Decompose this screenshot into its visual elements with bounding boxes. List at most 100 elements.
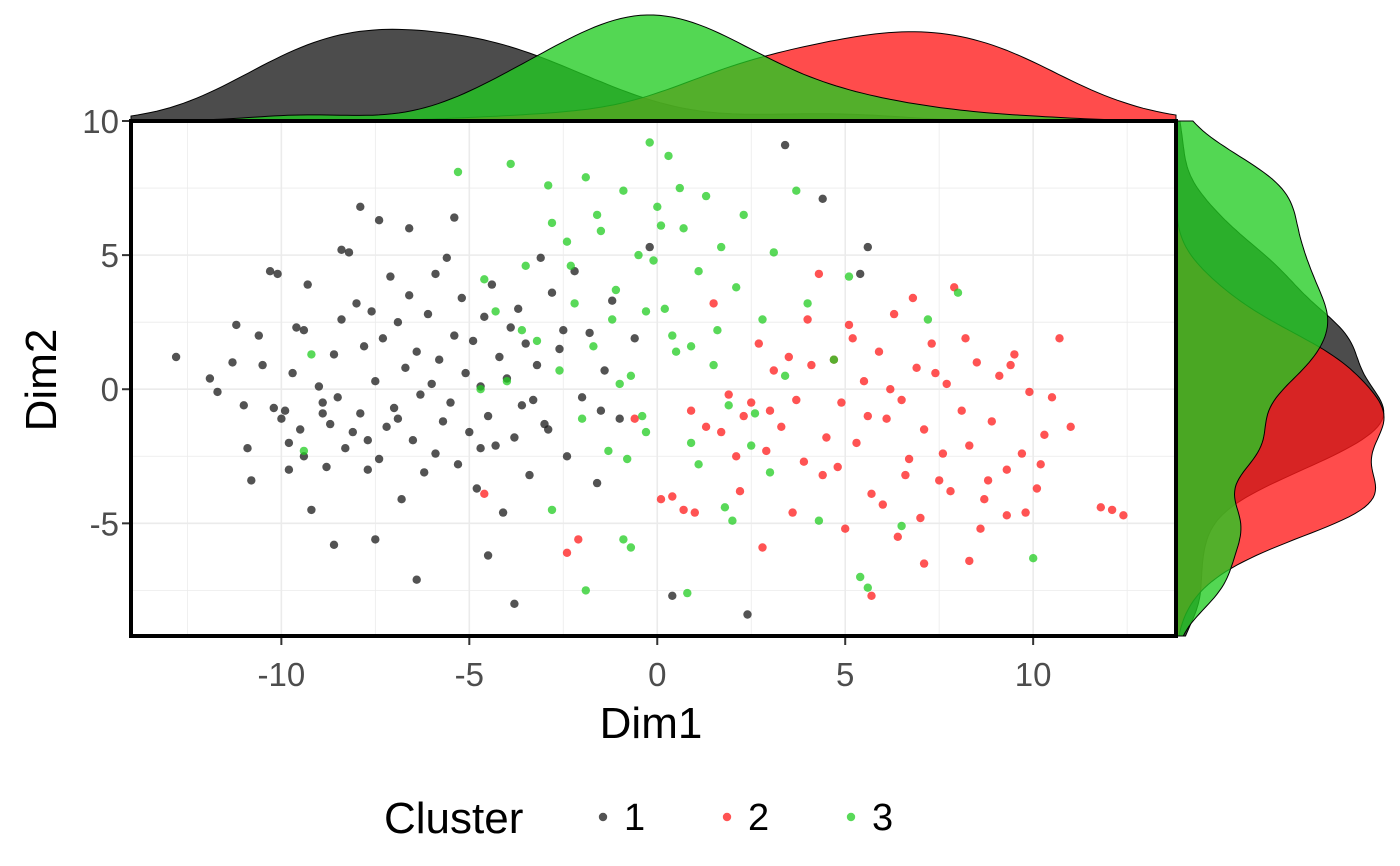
point-series-1 <box>322 462 331 472</box>
point-series-2 <box>912 363 921 372</box>
point-series-1 <box>547 288 557 297</box>
point-series-3 <box>532 336 542 346</box>
point-series-1 <box>359 342 369 351</box>
point-series-3 <box>307 350 316 359</box>
point-series-2 <box>679 505 688 515</box>
point-series-2 <box>686 406 696 415</box>
point-series-2 <box>844 320 854 330</box>
point-series-1 <box>856 269 865 279</box>
point-series-3 <box>604 446 613 456</box>
point-series-3 <box>750 409 760 418</box>
point-series-2 <box>859 377 869 386</box>
point-series-2 <box>848 334 857 343</box>
point-series-2 <box>668 492 677 501</box>
point-series-2 <box>916 513 925 523</box>
point-series-1 <box>600 366 609 375</box>
y-tick-label: 0 <box>101 371 119 408</box>
point-series-1 <box>483 551 493 560</box>
point-series-2 <box>1021 508 1030 517</box>
point-series-2 <box>1010 350 1019 359</box>
point-series-1 <box>577 393 587 402</box>
point-series-2 <box>758 543 767 552</box>
point-series-1 <box>480 312 489 321</box>
point-series-3 <box>626 543 636 552</box>
point-series-3 <box>641 307 651 316</box>
point-series-3 <box>506 159 515 169</box>
point-series-3 <box>675 183 684 193</box>
point-series-1 <box>378 334 388 343</box>
point-series-3 <box>649 256 658 265</box>
point-series-1 <box>254 331 263 340</box>
point-series-1 <box>476 444 485 453</box>
point-series-2 <box>562 548 572 557</box>
legend-label-1: 1 <box>624 797 645 839</box>
point-series-1 <box>446 398 455 407</box>
point-series-2 <box>942 379 951 389</box>
point-series-2 <box>1040 430 1049 439</box>
point-series-1 <box>408 436 418 445</box>
y-tick-label: -5 <box>90 505 119 542</box>
point-series-2 <box>1006 360 1015 370</box>
point-series-2 <box>874 347 884 356</box>
point-series-2 <box>938 449 948 458</box>
point-series-2 <box>980 495 989 504</box>
point-series-3 <box>623 454 632 464</box>
point-series-3 <box>596 226 606 236</box>
point-series-1 <box>427 379 436 389</box>
point-series-1 <box>344 248 354 257</box>
point-series-3 <box>713 326 722 335</box>
point-series-1 <box>630 334 639 343</box>
point-series-3 <box>897 521 906 531</box>
point-series-3 <box>694 460 703 469</box>
point-series-3 <box>544 181 553 190</box>
point-series-1 <box>265 267 275 276</box>
point-series-1 <box>205 374 215 383</box>
point-series-3 <box>502 377 512 386</box>
point-series-1 <box>280 406 290 415</box>
point-series-1 <box>592 478 602 488</box>
point-series-3 <box>660 304 669 313</box>
point-series-3 <box>581 173 590 182</box>
legend-label-2: 2 <box>748 797 769 839</box>
point-series-1 <box>431 449 440 458</box>
point-series-3 <box>480 275 489 284</box>
point-series-3 <box>679 224 688 233</box>
point-series-2 <box>987 417 996 426</box>
point-series-2 <box>574 535 583 544</box>
point-series-1 <box>284 465 294 474</box>
point-series-2 <box>972 358 981 367</box>
point-series-2 <box>709 299 718 308</box>
point-series-2 <box>1036 460 1045 469</box>
point-series-1 <box>780 140 790 150</box>
point-series-2 <box>630 414 639 423</box>
point-series-1 <box>532 360 542 370</box>
point-series-2 <box>769 366 778 375</box>
x-axis-title: Dim1 <box>600 699 703 748</box>
point-series-2 <box>867 591 876 600</box>
point-series-2 <box>935 476 944 485</box>
point-series-1 <box>393 414 403 423</box>
point-series-1 <box>228 358 237 367</box>
point-series-1 <box>450 331 459 340</box>
point-series-1 <box>296 425 305 434</box>
point-series-2 <box>919 425 929 434</box>
point-series-1 <box>213 387 222 397</box>
point-series-2 <box>799 457 809 466</box>
point-series-2 <box>931 368 940 378</box>
legend-key-2 <box>722 812 732 822</box>
point-series-1 <box>457 293 466 303</box>
point-series-1 <box>525 470 534 480</box>
point-series-1 <box>420 468 429 477</box>
point-series-3 <box>619 186 628 195</box>
point-series-2 <box>1119 511 1128 520</box>
point-series-1 <box>288 368 297 378</box>
point-series-3 <box>577 414 587 423</box>
point-series-3 <box>517 326 527 335</box>
point-series-1 <box>483 411 493 421</box>
point-series-2 <box>807 360 816 370</box>
point-series-3 <box>668 331 677 340</box>
point-series-1 <box>363 436 372 445</box>
point-series-1 <box>863 242 872 252</box>
point-series-1 <box>544 425 553 434</box>
